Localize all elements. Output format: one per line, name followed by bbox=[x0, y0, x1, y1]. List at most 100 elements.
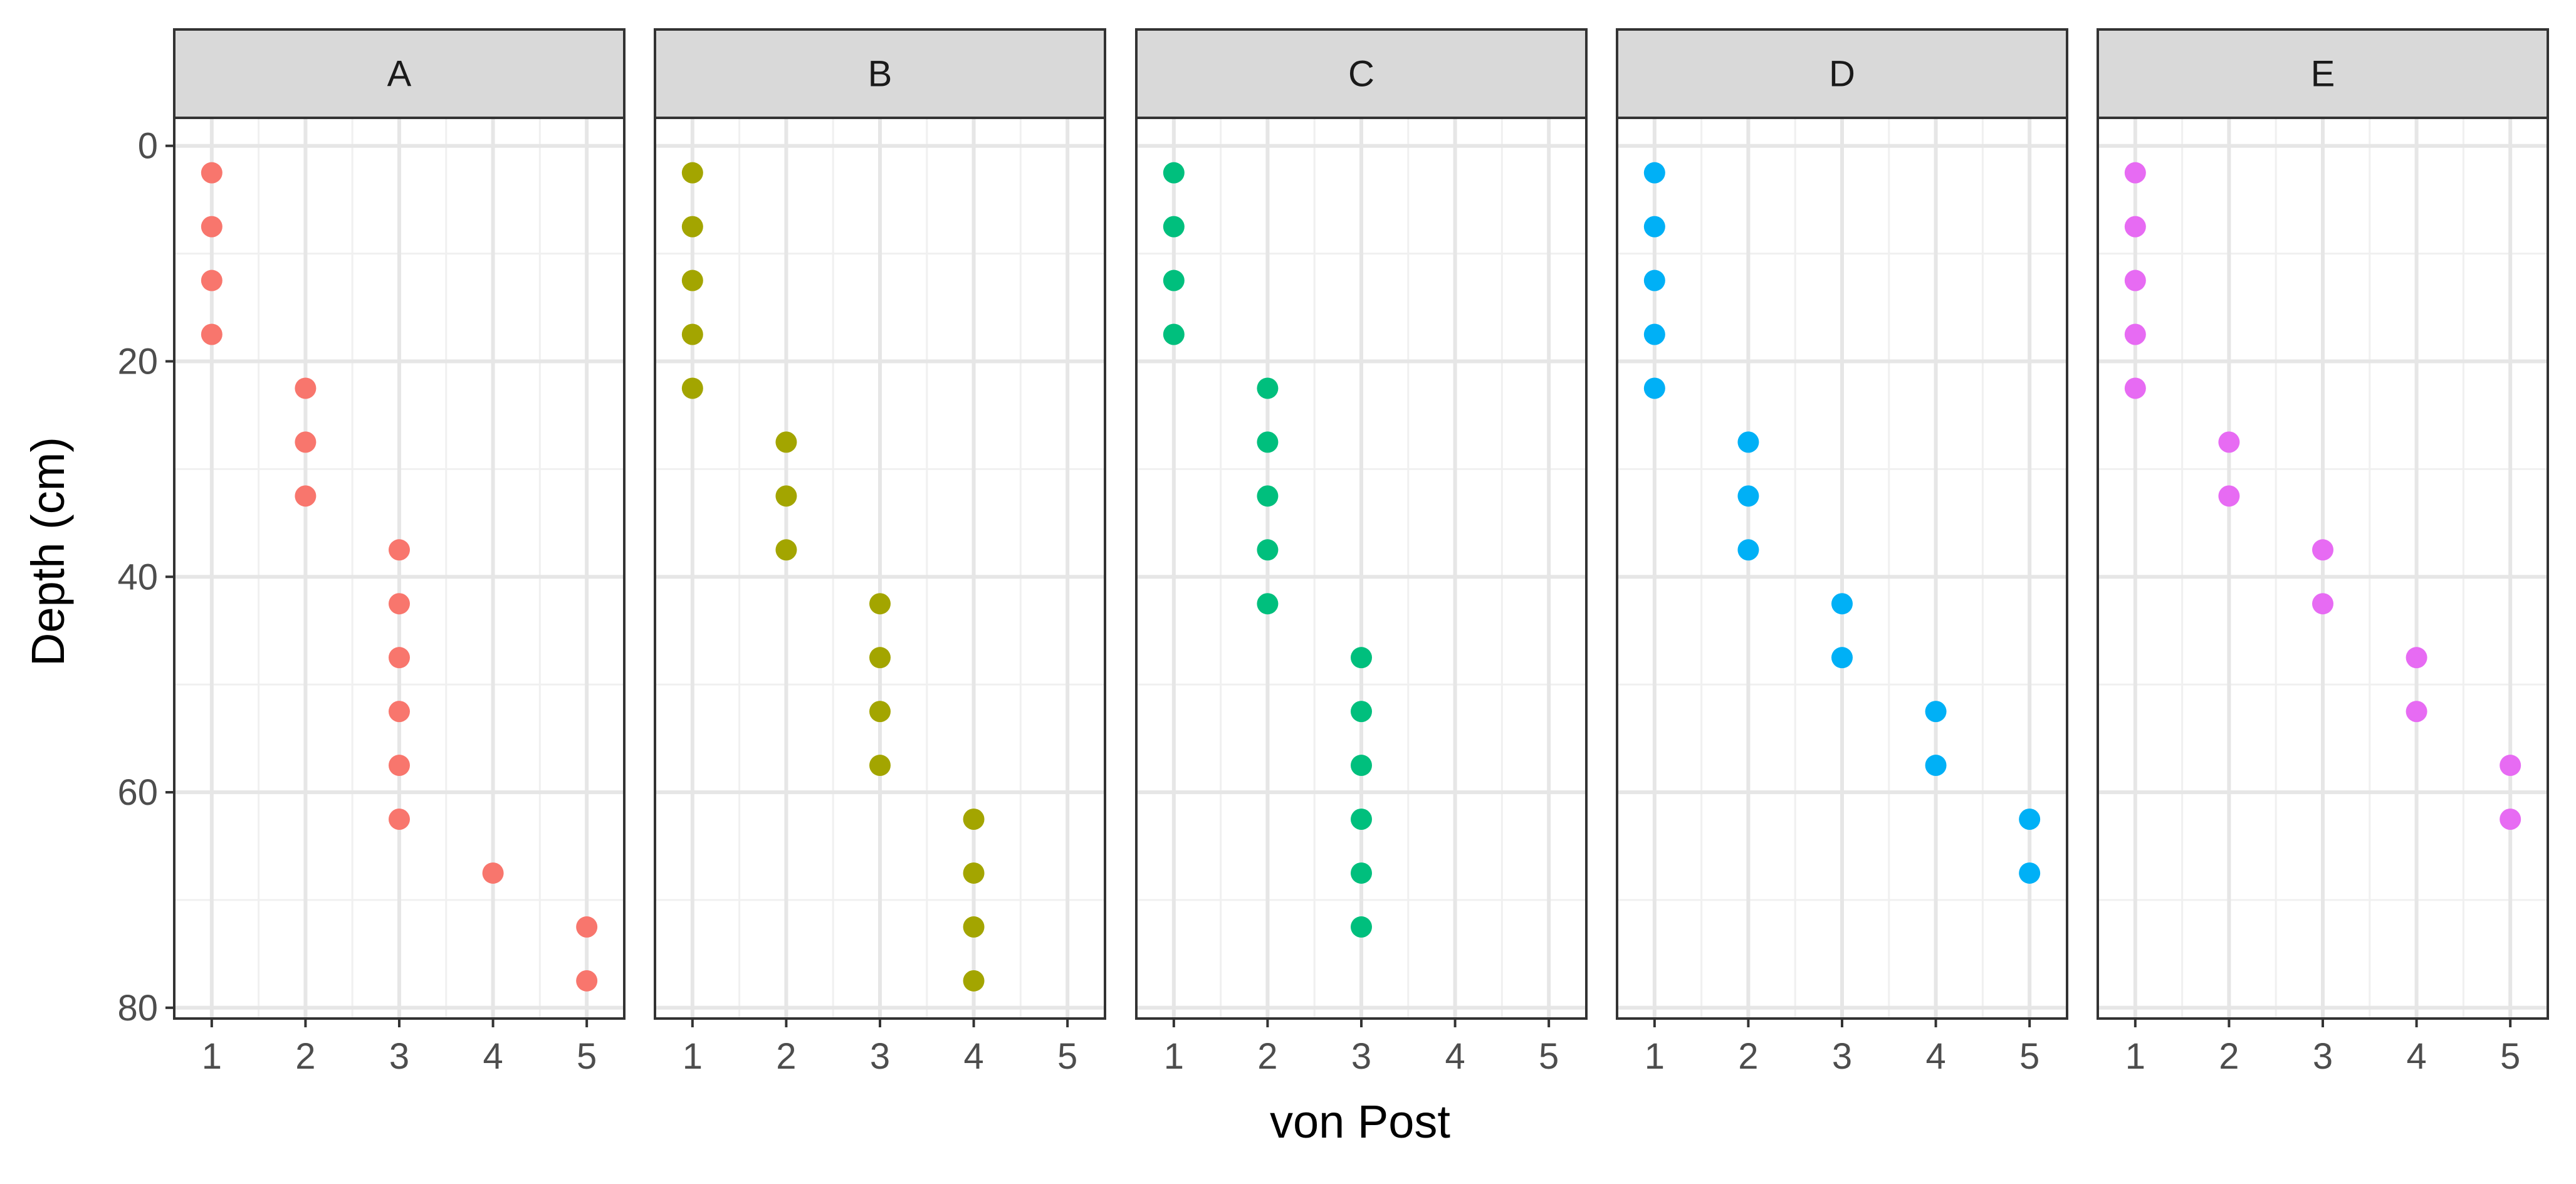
y-tick-label: 40 bbox=[117, 557, 158, 597]
x-tick-label: 5 bbox=[1057, 1036, 1077, 1077]
data-point bbox=[389, 539, 410, 561]
data-point bbox=[2312, 593, 2333, 615]
data-point bbox=[2500, 809, 2521, 830]
data-point bbox=[869, 701, 891, 723]
data-point bbox=[1737, 485, 1759, 507]
x-axis-title: von Post bbox=[1270, 1096, 1450, 1148]
data-point bbox=[2124, 323, 2146, 345]
data-point bbox=[1831, 593, 1853, 615]
data-point bbox=[389, 809, 410, 830]
data-point bbox=[482, 862, 504, 884]
data-point bbox=[389, 755, 410, 777]
data-point bbox=[681, 377, 703, 399]
x-tick-label: 4 bbox=[1925, 1036, 1945, 1077]
data-point bbox=[2406, 647, 2427, 669]
data-point bbox=[1163, 162, 1185, 184]
data-point bbox=[2124, 162, 2146, 184]
facet-strip-label: E bbox=[2311, 54, 2335, 95]
data-point bbox=[1643, 270, 1665, 291]
facet-panel-c: C 1 2 3 4 5 bbox=[1135, 28, 1588, 1077]
data-point bbox=[963, 809, 985, 830]
x-tick-label: 5 bbox=[2500, 1036, 2520, 1077]
x-tick-label: 5 bbox=[1539, 1036, 1559, 1077]
data-point bbox=[576, 916, 598, 938]
x-tick-label: 3 bbox=[870, 1036, 890, 1077]
data-point bbox=[2500, 755, 2521, 777]
data-point bbox=[1351, 647, 1372, 669]
facet-strip bbox=[173, 28, 626, 119]
x-tick-label: 5 bbox=[577, 1036, 597, 1077]
data-point bbox=[1351, 916, 1372, 938]
data-point bbox=[2019, 809, 2041, 830]
data-point bbox=[1257, 485, 1279, 507]
x-tick-label: 2 bbox=[1738, 1036, 1758, 1077]
facet-panel-e: E 1 2 3 4 5 bbox=[2097, 28, 2549, 1077]
facet-panels: A 1 2 3 4 5 B 1 2 3 4 5 C 1 2 3 4 5 D 1 2 3 4 5 E 1 2 3 4 5 bbox=[173, 28, 2549, 1077]
y-tick-label: 80 bbox=[117, 988, 158, 1029]
data-point bbox=[1831, 647, 1853, 669]
data-point bbox=[681, 270, 703, 291]
x-tick-label: 3 bbox=[2313, 1036, 2333, 1077]
y-tick-label: 20 bbox=[117, 341, 158, 382]
x-tick-label: 3 bbox=[1351, 1036, 1371, 1077]
data-point bbox=[1163, 323, 1185, 345]
data-point bbox=[389, 647, 410, 669]
x-tick-label: 5 bbox=[2019, 1036, 2039, 1077]
data-point bbox=[681, 162, 703, 184]
x-tick-label: 3 bbox=[389, 1036, 409, 1077]
x-tick-label: 1 bbox=[683, 1036, 703, 1077]
data-point bbox=[2312, 539, 2333, 561]
data-point bbox=[389, 593, 410, 615]
data-point bbox=[963, 862, 985, 884]
data-point bbox=[2019, 862, 2041, 884]
data-point bbox=[1643, 216, 1665, 238]
data-point bbox=[1351, 809, 1372, 830]
data-point bbox=[201, 270, 223, 291]
x-tick-label: 2 bbox=[2219, 1036, 2239, 1077]
facet-panel-d: D 1 2 3 4 5 bbox=[1616, 28, 2068, 1077]
facet-strip-label: A bbox=[387, 54, 412, 95]
x-tick-label: 4 bbox=[2406, 1036, 2426, 1077]
data-point bbox=[681, 216, 703, 238]
data-point bbox=[1257, 539, 1279, 561]
data-point bbox=[389, 701, 410, 723]
data-point bbox=[201, 216, 223, 238]
data-point bbox=[1163, 270, 1185, 291]
data-point bbox=[1351, 862, 1372, 884]
y-tick-label: 60 bbox=[117, 772, 158, 813]
facet-strip bbox=[1135, 28, 1588, 119]
x-tick-label: 2 bbox=[1257, 1036, 1277, 1077]
data-point bbox=[963, 916, 985, 938]
data-point bbox=[2218, 485, 2240, 507]
data-point bbox=[775, 485, 797, 507]
x-tick-label: 2 bbox=[295, 1036, 315, 1077]
data-point bbox=[576, 970, 598, 992]
x-tick-label: 3 bbox=[1832, 1036, 1852, 1077]
data-point bbox=[2124, 270, 2146, 291]
data-point bbox=[2218, 431, 2240, 453]
facet-strip-label: C bbox=[1348, 54, 1374, 95]
x-tick-label: 4 bbox=[483, 1036, 503, 1077]
data-point bbox=[1257, 377, 1279, 399]
x-tick-label: 1 bbox=[202, 1036, 222, 1077]
facet-panel-a: A 1 2 3 4 5 bbox=[173, 28, 626, 1077]
data-point bbox=[1737, 431, 1759, 453]
x-tick-label: 4 bbox=[963, 1036, 983, 1077]
data-point bbox=[775, 431, 797, 453]
y-axis-title: Depth (cm) bbox=[22, 437, 74, 666]
data-point bbox=[1925, 755, 1947, 777]
data-point bbox=[295, 377, 317, 399]
facet-strip-label: D bbox=[1829, 54, 1855, 95]
x-tick-label: 1 bbox=[1164, 1036, 1184, 1077]
data-point bbox=[1163, 216, 1185, 238]
data-point bbox=[201, 162, 223, 184]
x-tick-label: 1 bbox=[1645, 1036, 1665, 1077]
data-point bbox=[1257, 593, 1279, 615]
y-tick-label: 0 bbox=[138, 126, 158, 167]
x-tick-label: 2 bbox=[776, 1036, 796, 1077]
data-point bbox=[1351, 701, 1372, 723]
data-point bbox=[1643, 323, 1665, 345]
facet-strip-label: B bbox=[868, 54, 893, 95]
data-point bbox=[869, 647, 891, 669]
data-point bbox=[1351, 755, 1372, 777]
